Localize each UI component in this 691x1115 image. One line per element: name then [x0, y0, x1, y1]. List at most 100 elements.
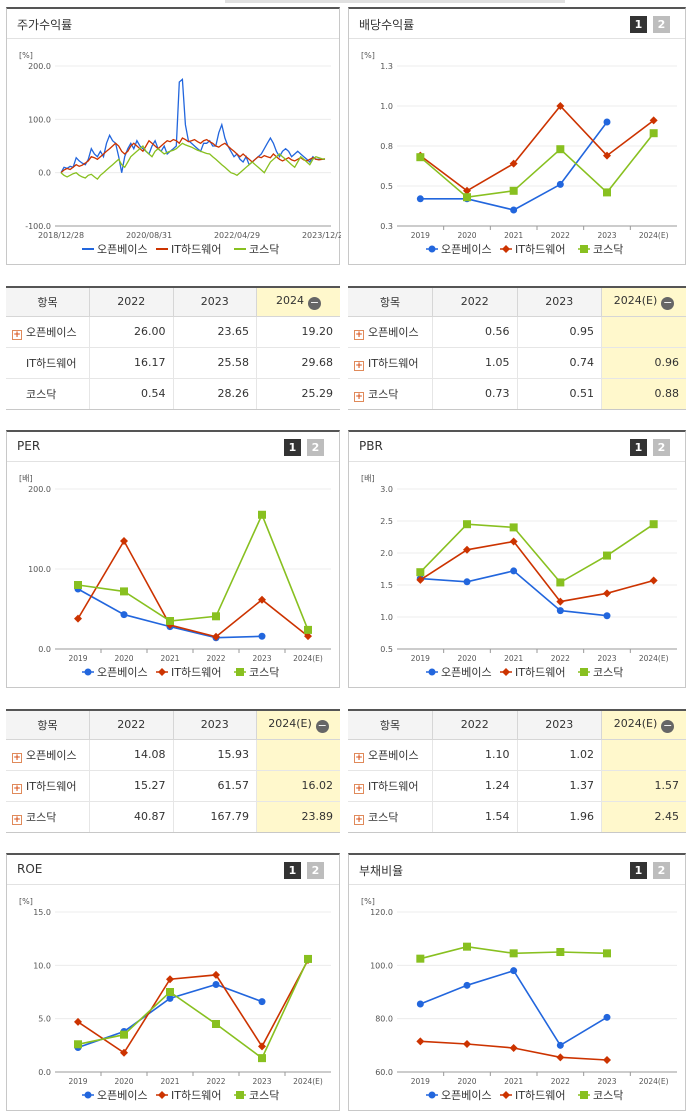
- table-cell: 25.29: [256, 378, 340, 409]
- table-cell: [256, 739, 340, 771]
- openbase-series: [60, 77, 325, 174]
- page-1-button[interactable]: 1: [284, 439, 301, 456]
- data-point: [556, 102, 565, 110]
- table-cell: [601, 316, 686, 348]
- legend-marker: [580, 1091, 588, 1099]
- page-1-button[interactable]: 1: [630, 439, 647, 456]
- expand-icon[interactable]: +: [354, 329, 364, 340]
- openbase-series-line: [77, 588, 263, 639]
- collapse-icon[interactable]: −: [661, 295, 675, 310]
- legend-label: 코스닥: [249, 666, 279, 679]
- legend-item[interactable]: 오픈베이스: [82, 666, 148, 679]
- column-header: 2023: [172, 711, 257, 740]
- expand-icon[interactable]: +: [12, 329, 22, 340]
- collapse-icon[interactable]: −: [308, 295, 321, 310]
- legend-item[interactable]: IT하드웨어: [500, 242, 565, 256]
- legend-item[interactable]: 오픈베이스: [82, 1089, 148, 1102]
- y-tick-label: 0.8: [380, 142, 393, 151]
- legend-item[interactable]: 코스닥: [234, 666, 279, 679]
- legend-marker: [236, 668, 244, 676]
- y-tick-label: 3.0: [380, 485, 393, 494]
- page-1-button[interactable]: 1: [284, 862, 301, 879]
- legend-item[interactable]: IT하드웨어: [156, 242, 221, 256]
- data-point: [258, 998, 266, 1006]
- table-cell: 16.17: [89, 347, 173, 379]
- table-row: + 코스닥 40.87 167.79 23.89: [6, 801, 340, 832]
- legend: 오픈베이스 IT하드웨어 코스닥: [82, 1088, 279, 1102]
- legend-item[interactable]: IT하드웨어: [156, 1088, 221, 1102]
- legend-item[interactable]: 오픈베이스: [82, 243, 148, 256]
- table-cell: 1.02: [516, 739, 602, 771]
- page-2-button[interactable]: 2: [653, 439, 670, 456]
- expand-icon[interactable]: +: [354, 752, 364, 763]
- legend-item[interactable]: 코스닥: [578, 243, 623, 256]
- legend: 오픈베이스 IT하드웨어 코스닥: [82, 242, 279, 256]
- legend-item[interactable]: 코스닥: [234, 243, 279, 256]
- x-tick-label: 2022: [551, 1077, 570, 1086]
- legend-item[interactable]: 코스닥: [578, 666, 623, 679]
- collapse-icon[interactable]: −: [315, 718, 329, 733]
- table-row: + 코스닥 0.73 0.51 0.88: [348, 378, 686, 409]
- table-row: + IT하드웨어 1.05 0.74 0.96: [348, 347, 686, 379]
- page-2-button[interactable]: 2: [653, 862, 670, 879]
- x-tick-label: 2024(E): [639, 654, 669, 663]
- kosdaq-series-line: [77, 958, 309, 1060]
- legend-item[interactable]: 코스닥: [234, 1089, 279, 1102]
- legend-item[interactable]: IT하드웨어: [500, 1088, 565, 1102]
- data-point: [74, 581, 82, 589]
- legend-marker: [428, 1091, 436, 1099]
- y-tick-label: 0.0: [38, 1068, 51, 1077]
- page-2-button[interactable]: 2: [307, 439, 324, 456]
- legend-item[interactable]: 오픈베이스: [426, 1089, 492, 1102]
- expand-icon[interactable]: +: [354, 814, 364, 825]
- legend-item[interactable]: IT하드웨어: [500, 665, 565, 679]
- y-tick-label: 5.0: [38, 1015, 51, 1024]
- unit-label: [%]: [361, 51, 375, 60]
- expand-icon[interactable]: +: [354, 783, 364, 794]
- data-point: [463, 942, 471, 951]
- expand-icon[interactable]: +: [12, 814, 22, 825]
- page-1-button[interactable]: 1: [630, 16, 647, 33]
- table-header-row: 항목 2022 2023 2024(E) −: [348, 711, 686, 740]
- x-tick-label: 2023: [252, 1077, 271, 1086]
- legend-item[interactable]: 코스닥: [578, 1089, 623, 1102]
- table-header-row: 항목 2022 2023 2024(E) −: [348, 288, 686, 317]
- y-tick-label: 100.0: [370, 961, 393, 970]
- column-header: 2024(E) −: [256, 711, 340, 740]
- column-header: 2022: [432, 711, 517, 740]
- data-point: [416, 575, 425, 584]
- legend-item[interactable]: 오픈베이스: [426, 666, 492, 679]
- legend-item[interactable]: 오픈베이스: [426, 243, 492, 256]
- data-point: [603, 1056, 611, 1064]
- data-point: [74, 1017, 82, 1026]
- page-1-button[interactable]: 1: [630, 862, 647, 879]
- x-tick-label: 2020/08/31: [126, 231, 172, 240]
- page-2-button[interactable]: 2: [307, 862, 324, 879]
- page-2-button[interactable]: 2: [653, 16, 670, 33]
- expand-icon[interactable]: +: [12, 752, 22, 763]
- legend-item[interactable]: IT하드웨어: [156, 665, 221, 679]
- data-point: [212, 981, 220, 989]
- legend-label: 코스닥: [593, 1089, 623, 1102]
- x-tick-label: 2024(E): [639, 231, 669, 240]
- legend-label: 코스닥: [593, 666, 623, 679]
- table-cell: 0.73: [432, 378, 517, 409]
- legend-label: 오픈베이스: [97, 1089, 148, 1102]
- expand-icon[interactable]: +: [354, 391, 364, 402]
- expand-icon[interactable]: +: [12, 783, 22, 794]
- legend: 오픈베이스 IT하드웨어 코스닥: [426, 1088, 623, 1102]
- legend-marker: [580, 245, 588, 253]
- expand-icon[interactable]: +: [354, 360, 364, 371]
- table-cell: 0.95: [516, 316, 602, 348]
- collapse-icon[interactable]: −: [661, 718, 675, 733]
- table-row: + IT하드웨어 1.24 1.37 1.57: [348, 770, 686, 802]
- data-point: [120, 1048, 128, 1057]
- row-label: + 오픈베이스: [348, 739, 433, 771]
- data-table: 항목 2022 2023 2024(E) − + 오픈베이스 1.10 1.02 + IT하드웨어 1…: [348, 711, 686, 832]
- openbase-series-line: [60, 77, 325, 174]
- data-point: [649, 129, 658, 138]
- stock-return-table: 항목 2022 2023 2024− + 오픈베이스 26.00 23.65 19.20 IT하드…: [6, 286, 340, 410]
- table-cell: 0.88: [601, 378, 686, 409]
